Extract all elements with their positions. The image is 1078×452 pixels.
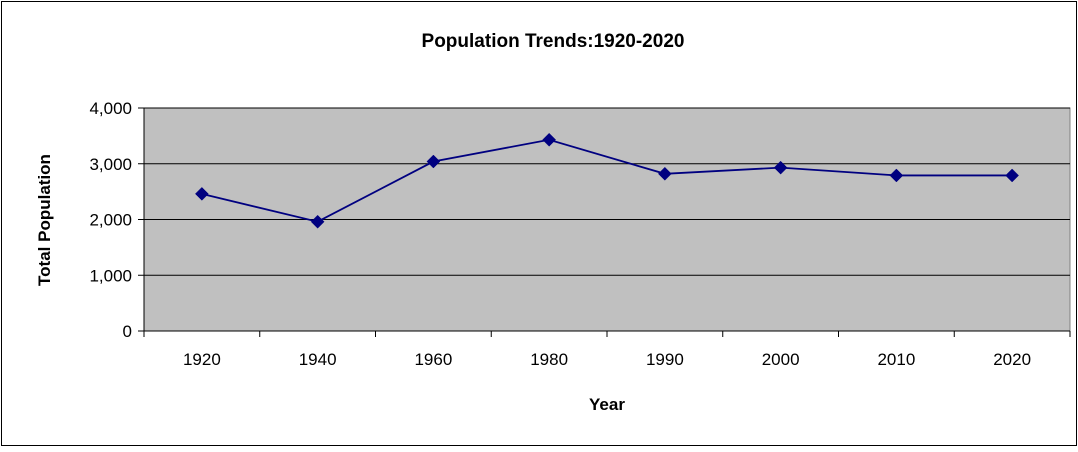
- x-tick-label: 2020: [993, 350, 1031, 369]
- data-point-diamond-icon: [310, 214, 325, 229]
- series: [195, 132, 1019, 229]
- data-point-diamond-icon: [1005, 168, 1019, 183]
- y-tick-label: 2,000: [89, 211, 132, 230]
- data-point-diamond-icon: [542, 132, 556, 147]
- gridlines: [144, 107, 1070, 276]
- data-point-diamond-icon: [658, 166, 672, 181]
- data-point-diamond-icon: [889, 168, 904, 183]
- x-tick-label: 2010: [877, 350, 915, 369]
- x-axis-title: Year: [589, 395, 625, 414]
- x-tick-label: 1940: [299, 350, 337, 369]
- y-tick-label: 4,000: [89, 99, 132, 118]
- y-tick-label: 3,000: [89, 155, 132, 174]
- x-tick-label: 1960: [414, 350, 452, 369]
- y-tick-label: 0: [123, 322, 132, 341]
- series-line: [201, 138, 1013, 223]
- axes: [138, 107, 1071, 337]
- y-tick-label: 1,000: [89, 266, 132, 285]
- x-tick-label: 1920: [183, 350, 221, 369]
- data-point-diamond-icon: [426, 154, 441, 169]
- data-point-diamond-icon: [773, 160, 788, 175]
- data-point-diamond-icon: [195, 187, 209, 201]
- x-tick-label: 2000: [762, 350, 800, 369]
- x-tick-labels: 1920 1940 1960 1980 1990 2000 2010 2020: [183, 350, 1031, 369]
- x-tick-label: 1990: [646, 350, 684, 369]
- x-tick-label: 1980: [530, 350, 568, 369]
- chart-title: Population Trends:1920-2020: [422, 31, 685, 52]
- y-tick-labels: 0 1,000 2,000 3,000 4,000: [89, 99, 132, 341]
- y-axis-title: Total Population: [35, 154, 54, 286]
